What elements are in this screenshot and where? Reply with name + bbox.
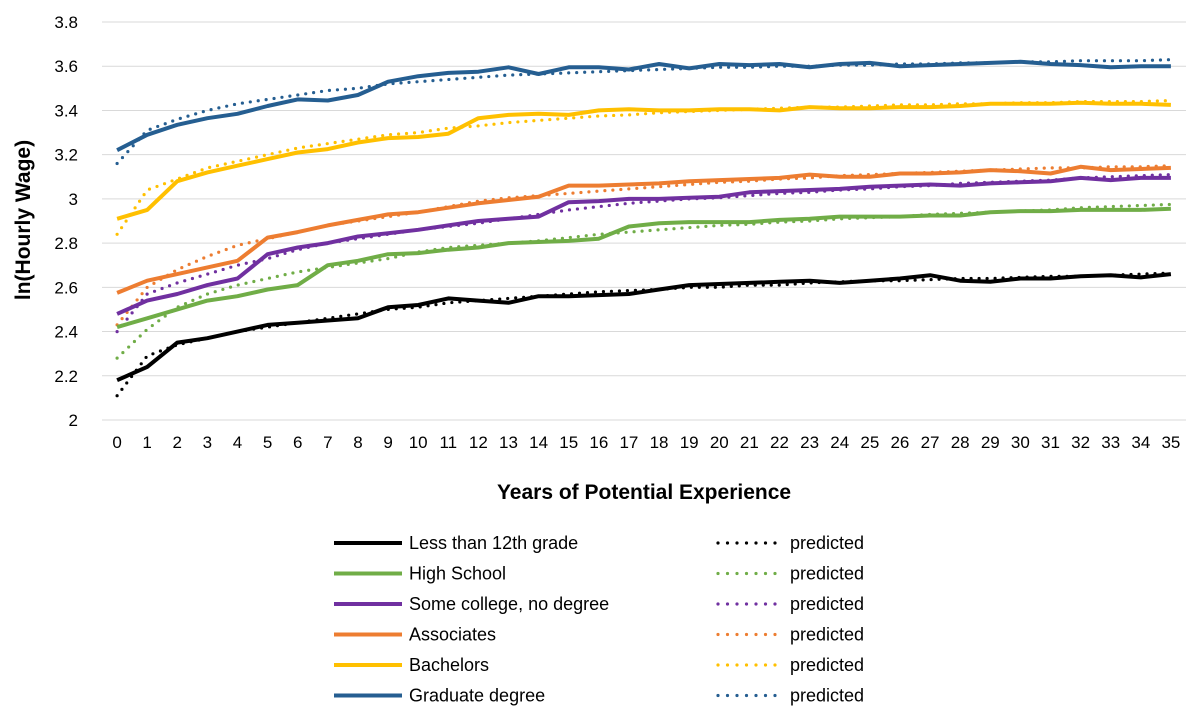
x-tick-label: 16: [589, 433, 608, 452]
legend-label: Less than 12th grade: [409, 533, 578, 553]
legend-label: Some college, no degree: [409, 594, 609, 614]
legend-label: Associates: [409, 625, 496, 645]
y-tick-label: 2.2: [54, 367, 78, 386]
y-tick-label: 2.6: [54, 278, 78, 297]
series-line-predicted: [115, 164, 1173, 327]
x-tick-label: 7: [323, 433, 332, 452]
legend-label: predicted: [790, 533, 864, 553]
x-tick-label: 9: [383, 433, 392, 452]
x-tick-label: 17: [619, 433, 638, 452]
x-tick-label: 19: [680, 433, 699, 452]
x-tick-label: 18: [650, 433, 669, 452]
y-axis-ticks: 2 2.2 2.4 2.6 2.8 3 3.2 3.4 3.6 3.8: [54, 13, 78, 430]
x-tick-label: 30: [1011, 433, 1030, 452]
legend-label: predicted: [790, 564, 864, 584]
x-tick-label: 20: [710, 433, 729, 452]
series-lines: [115, 57, 1173, 398]
legend: Less than 12th grade predicted High School…: [334, 533, 864, 706]
y-tick-label: 3.8: [54, 13, 78, 32]
y-tick-label: 2.4: [54, 323, 78, 342]
series-line: [116, 272, 1172, 383]
x-tick-label: 31: [1041, 433, 1060, 452]
x-tick-label: 4: [233, 433, 242, 452]
legend-label: Graduate degree: [409, 686, 545, 706]
y-tick-label: 3.6: [54, 57, 78, 76]
x-tick-label: 10: [409, 433, 428, 452]
y-tick-label: 3.2: [54, 146, 78, 165]
x-tick-label: 2: [173, 433, 182, 452]
legend-label: predicted: [790, 594, 864, 614]
x-tick-label: 22: [770, 433, 789, 452]
series-line: [116, 206, 1171, 330]
x-tick-label: 5: [263, 433, 272, 452]
gridlines: [102, 21, 1186, 421]
x-axis-title: Years of Potential Experience: [497, 481, 791, 504]
y-tick-label: 3.4: [54, 101, 78, 120]
y-axis-title: ln(Hourly Wage): [12, 140, 35, 300]
x-tick-label: 27: [921, 433, 940, 452]
x-tick-label: 12: [469, 433, 488, 452]
x-tick-label: 15: [559, 433, 578, 452]
series-line: [116, 59, 1171, 152]
x-tick-label: 3: [203, 433, 212, 452]
series-line-predicted: [115, 202, 1173, 360]
x-tick-label: 8: [353, 433, 362, 452]
x-tick-label: 32: [1071, 433, 1090, 452]
x-tick-label: 6: [293, 433, 302, 452]
x-tick-label: 35: [1161, 433, 1180, 452]
legend-label: High School: [409, 564, 506, 584]
x-tick-label: 13: [499, 433, 518, 452]
y-tick-label: 2.8: [54, 234, 78, 253]
legend-label: predicted: [790, 686, 864, 706]
x-tick-label: 14: [529, 433, 548, 452]
x-tick-label: 0: [112, 433, 121, 452]
x-tick-label: 21: [740, 433, 759, 452]
legend-label: predicted: [790, 625, 864, 645]
x-tick-label: 1: [142, 433, 151, 452]
series-line: [116, 175, 1171, 316]
x-tick-label: 23: [800, 433, 819, 452]
x-tick-label: 34: [1131, 433, 1150, 452]
x-tick-label: 11: [439, 433, 457, 452]
x-axis-ticks: 0 1 2 3 4 5 6 7 8 9 10 11 12 13 14 15 16 17 18 19 20 21 22 23 24…: [112, 433, 1180, 452]
series-line: [116, 100, 1171, 221]
x-tick-label: 26: [890, 433, 909, 452]
series-line-predicted: [115, 98, 1173, 236]
x-tick-label: 33: [1101, 433, 1120, 452]
series-line-predicted: [115, 173, 1173, 334]
x-tick-label: 25: [860, 433, 879, 452]
y-tick-label: 3: [69, 190, 78, 209]
legend-label: Bachelors: [409, 655, 489, 675]
y-tick-label: 2: [69, 411, 78, 430]
x-tick-label: 28: [951, 433, 970, 452]
x-tick-label: 24: [830, 433, 849, 452]
x-tick-label: 29: [981, 433, 1000, 452]
series-line: [116, 164, 1171, 295]
legend-label: predicted: [790, 655, 864, 675]
